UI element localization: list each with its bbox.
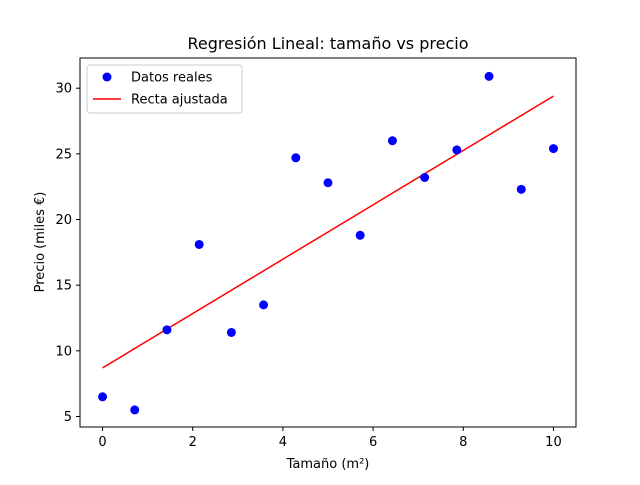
y-tick-label: 25 — [55, 147, 72, 162]
legend-label: Datos reales — [131, 71, 213, 86]
legend-box — [86, 64, 243, 114]
legend-label: Recta ajustada — [131, 93, 228, 108]
data-point — [130, 405, 140, 415]
x-tick-label: 4 — [279, 435, 287, 450]
y-tick-label: 10 — [55, 344, 72, 359]
data-point — [259, 300, 269, 310]
data-point — [162, 325, 172, 335]
data-point — [98, 392, 108, 402]
data-point — [387, 136, 397, 146]
x-tick-label: 0 — [98, 435, 106, 450]
data-point — [420, 173, 430, 182]
regression-line — [102, 95, 554, 369]
data-point — [452, 145, 462, 155]
y-tick-label: 15 — [55, 279, 72, 294]
y-tick-label: 5 — [64, 410, 72, 425]
plot-area — [98, 71, 558, 415]
data-point — [291, 153, 301, 163]
data-point — [323, 178, 333, 188]
x-tick-label: 8 — [459, 435, 467, 450]
legend: Datos reales Recta ajustada — [86, 64, 243, 114]
data-point — [194, 239, 204, 249]
data-point — [355, 230, 365, 240]
data-point — [548, 144, 558, 154]
data-point — [226, 327, 236, 337]
legend-marker-scatter — [102, 72, 112, 82]
y-tick-label: 20 — [55, 213, 72, 228]
x-axis-label: Tamaño (m²) — [286, 457, 370, 472]
plot-frame — [79, 57, 577, 428]
chart-title: Regresión Lineal: tamaño vs precio — [188, 34, 469, 53]
axes: 0 2 4 6 8 10 5 10 15 20 25 30 — [55, 57, 577, 450]
x-tick-label: 6 — [369, 435, 377, 450]
data-point — [516, 184, 526, 194]
x-tick-label: 10 — [545, 435, 562, 450]
y-axis-label: Precio (miles €) — [33, 192, 48, 293]
y-tick-label: 30 — [55, 82, 72, 97]
data-point — [484, 71, 494, 81]
x-tick-label: 2 — [189, 435, 197, 450]
